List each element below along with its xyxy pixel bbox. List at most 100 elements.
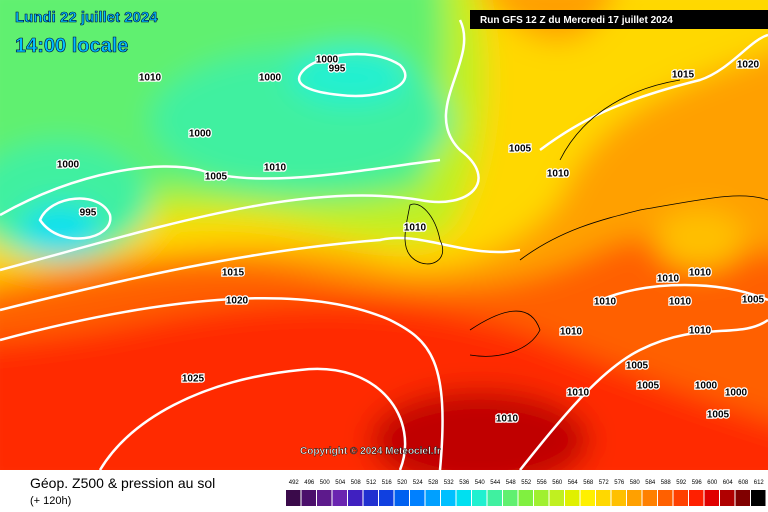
scale-label: 492 xyxy=(289,480,300,486)
color-scale: 492 496 500 504 508 512 516 520 524 528 532 536 540 5… xyxy=(286,480,766,506)
copyright: Copyright © 2024 Meteociel.fr xyxy=(300,446,441,457)
scale-swatch xyxy=(565,490,580,506)
scale-label: 588 xyxy=(661,480,672,486)
scale-swatch xyxy=(456,490,471,506)
scale-label: 500 xyxy=(320,480,331,486)
scale-label: 600 xyxy=(707,480,718,486)
isobar-label: 1010 xyxy=(404,223,427,234)
scale-label: 524 xyxy=(413,480,424,486)
scale-label: 560 xyxy=(552,480,563,486)
scale-swatch xyxy=(441,490,456,506)
isobar-label: 1000 xyxy=(316,55,339,66)
scale-label: 592 xyxy=(676,480,687,486)
isobar-label: 1010 xyxy=(689,326,712,337)
scale-label: 544 xyxy=(490,480,501,486)
scale-label: 516 xyxy=(382,480,393,486)
isobar-label: 1010 xyxy=(669,297,692,308)
scale-swatch xyxy=(735,490,750,506)
scale-swatch xyxy=(611,490,626,506)
isobar-label: 1005 xyxy=(742,295,765,306)
scale-swatch xyxy=(286,490,301,506)
scale-label: 564 xyxy=(568,480,579,486)
isobar-label: 1000 xyxy=(57,160,80,171)
isobar-label: 1010 xyxy=(547,169,570,180)
isobar-label: 1000 xyxy=(725,388,748,399)
isobar-label: 1015 xyxy=(222,268,245,279)
scale-label: 596 xyxy=(692,480,703,486)
scale-swatch xyxy=(487,490,502,506)
scale-label: 532 xyxy=(444,480,455,486)
scale-label: 612 xyxy=(754,480,765,486)
run-info: Run GFS 12 Z du Mercredi 17 juillet 2024 xyxy=(480,15,673,26)
scale-swatch xyxy=(472,490,487,506)
isobar-label: 1005 xyxy=(509,144,532,155)
scale-label: 556 xyxy=(537,480,548,486)
scale-label: 512 xyxy=(366,480,377,486)
scale-swatch xyxy=(580,490,595,506)
scale-label: 608 xyxy=(738,480,749,486)
isobar-label: 1000 xyxy=(189,129,212,140)
time: 14:00 locale xyxy=(15,35,128,57)
scale-label: 548 xyxy=(506,480,517,486)
isobar-label: 1010 xyxy=(560,327,583,338)
isobar-label: 1005 xyxy=(626,361,649,372)
footer-title: Géop. Z500 & pression au sol xyxy=(30,475,215,491)
scale-swatch xyxy=(689,490,704,506)
scale-label: 536 xyxy=(459,480,470,486)
scale-label: 552 xyxy=(521,480,532,486)
isobar-label: 1000 xyxy=(695,381,718,392)
scale-swatch xyxy=(518,490,533,506)
scale-swatch xyxy=(627,490,642,506)
scale-label: 496 xyxy=(304,480,315,486)
isobar-label: 1015 xyxy=(672,70,695,81)
date: Lundi 22 juillet 2024 xyxy=(15,9,158,26)
scale-label: 508 xyxy=(351,480,362,486)
isobar-label: 1025 xyxy=(182,374,205,385)
footer-lead: (+ 120h) xyxy=(30,495,71,507)
isobar-labels: 1010 1000 1000 995 1000 1000 1005 1010 9… xyxy=(56,53,766,426)
scale-label: 540 xyxy=(475,480,486,486)
isobar-label: 995 xyxy=(80,208,97,219)
scale-swatch xyxy=(348,490,363,506)
scale-label: 580 xyxy=(630,480,641,486)
scale-swatch xyxy=(658,490,673,506)
isobar-label: 1010 xyxy=(567,388,590,399)
isobar-label: 995 xyxy=(329,64,346,75)
field xyxy=(0,0,768,500)
scale-swatch xyxy=(549,490,564,506)
scale-swatch xyxy=(534,490,549,506)
scale-swatch xyxy=(301,490,316,506)
scale-swatch xyxy=(642,490,657,506)
isobar-label: 1010 xyxy=(689,268,712,279)
isobar-label: 1020 xyxy=(737,60,760,71)
scale-swatch xyxy=(751,490,766,506)
scale-swatch xyxy=(317,490,332,506)
scale-label: 504 xyxy=(335,480,346,486)
scale-label: 520 xyxy=(397,480,408,486)
scale-label: 604 xyxy=(723,480,734,486)
scale-swatch xyxy=(704,490,719,506)
isobar-label: 1010 xyxy=(139,73,162,84)
isobar-label: 1020 xyxy=(226,296,249,307)
scale-swatch xyxy=(720,490,735,506)
scale-label: 584 xyxy=(645,480,656,486)
scale-label: 528 xyxy=(428,480,439,486)
scale-swatch xyxy=(410,490,425,506)
scale-label: 568 xyxy=(583,480,594,486)
isobar-label: 1010 xyxy=(264,163,287,174)
isobar-label: 1010 xyxy=(594,297,617,308)
scale-swatch xyxy=(503,490,518,506)
isobar-label: 1005 xyxy=(637,381,660,392)
isobars xyxy=(0,19,768,471)
scale-swatch xyxy=(379,490,394,506)
scale-label: 572 xyxy=(599,480,610,486)
scale-swatch xyxy=(394,490,409,506)
scale-label: 576 xyxy=(614,480,625,486)
scale-swatch xyxy=(363,490,378,506)
scale-swatch xyxy=(332,490,347,506)
isobar-label: 1000 xyxy=(259,73,282,84)
coastlines xyxy=(404,79,768,357)
isobar-label: 1010 xyxy=(496,414,519,425)
